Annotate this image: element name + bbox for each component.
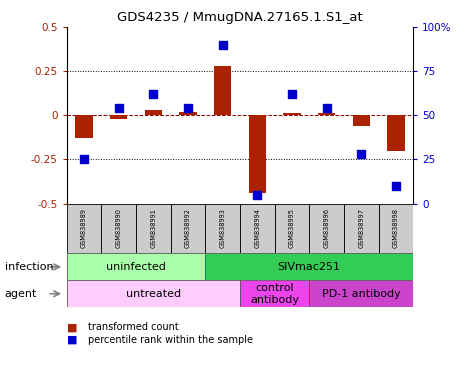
Text: ■: ■ — [66, 322, 77, 332]
Point — [358, 151, 365, 157]
Text: SIVmac251: SIVmac251 — [278, 262, 341, 272]
Text: ■: ■ — [66, 335, 77, 345]
Bar — [344, 204, 379, 253]
Bar — [66, 280, 240, 307]
Bar — [387, 115, 405, 151]
Bar — [66, 204, 101, 253]
Text: GSM838997: GSM838997 — [358, 209, 364, 248]
Text: untreated: untreated — [125, 289, 181, 299]
Text: GSM838998: GSM838998 — [393, 209, 399, 248]
Bar — [205, 253, 413, 280]
Text: control
antibody: control antibody — [250, 283, 299, 305]
Bar — [318, 113, 335, 115]
Point — [323, 105, 331, 111]
Point — [115, 105, 123, 111]
Text: GSM838993: GSM838993 — [219, 209, 226, 248]
Bar — [110, 115, 127, 119]
Bar — [248, 115, 266, 193]
Text: GSM838989: GSM838989 — [81, 209, 87, 248]
Bar — [309, 280, 413, 307]
Bar — [101, 204, 136, 253]
Point — [392, 183, 400, 189]
Bar — [144, 110, 162, 115]
Text: agent: agent — [5, 289, 37, 299]
Text: GSM838996: GSM838996 — [323, 209, 330, 248]
Bar — [309, 204, 344, 253]
Bar — [75, 115, 93, 138]
Text: PD-1 antibody: PD-1 antibody — [322, 289, 400, 299]
Bar — [205, 204, 240, 253]
Text: percentile rank within the sample: percentile rank within the sample — [88, 335, 253, 345]
Text: GSM838995: GSM838995 — [289, 209, 295, 248]
Bar — [66, 253, 205, 280]
Point — [288, 91, 295, 97]
Point — [218, 41, 227, 48]
Bar — [283, 113, 301, 115]
Point — [184, 105, 192, 111]
Bar — [136, 204, 171, 253]
Text: uninfected: uninfected — [106, 262, 166, 272]
Bar — [352, 115, 370, 126]
Point — [149, 91, 157, 97]
Text: GSM838992: GSM838992 — [185, 209, 191, 248]
Text: GSM838994: GSM838994 — [254, 209, 260, 248]
Bar — [240, 280, 309, 307]
Text: GSM838990: GSM838990 — [115, 209, 122, 248]
Bar — [214, 66, 231, 115]
Point — [80, 156, 88, 162]
Bar — [171, 204, 205, 253]
Text: transformed count: transformed count — [88, 322, 179, 332]
Bar — [275, 204, 309, 253]
Point — [254, 192, 261, 198]
Text: GSM838991: GSM838991 — [150, 209, 156, 248]
Text: infection: infection — [5, 262, 53, 272]
Title: GDS4235 / MmugDNA.27165.1.S1_at: GDS4235 / MmugDNA.27165.1.S1_at — [117, 11, 363, 24]
Bar — [179, 112, 197, 115]
Bar — [240, 204, 275, 253]
Bar — [379, 204, 413, 253]
